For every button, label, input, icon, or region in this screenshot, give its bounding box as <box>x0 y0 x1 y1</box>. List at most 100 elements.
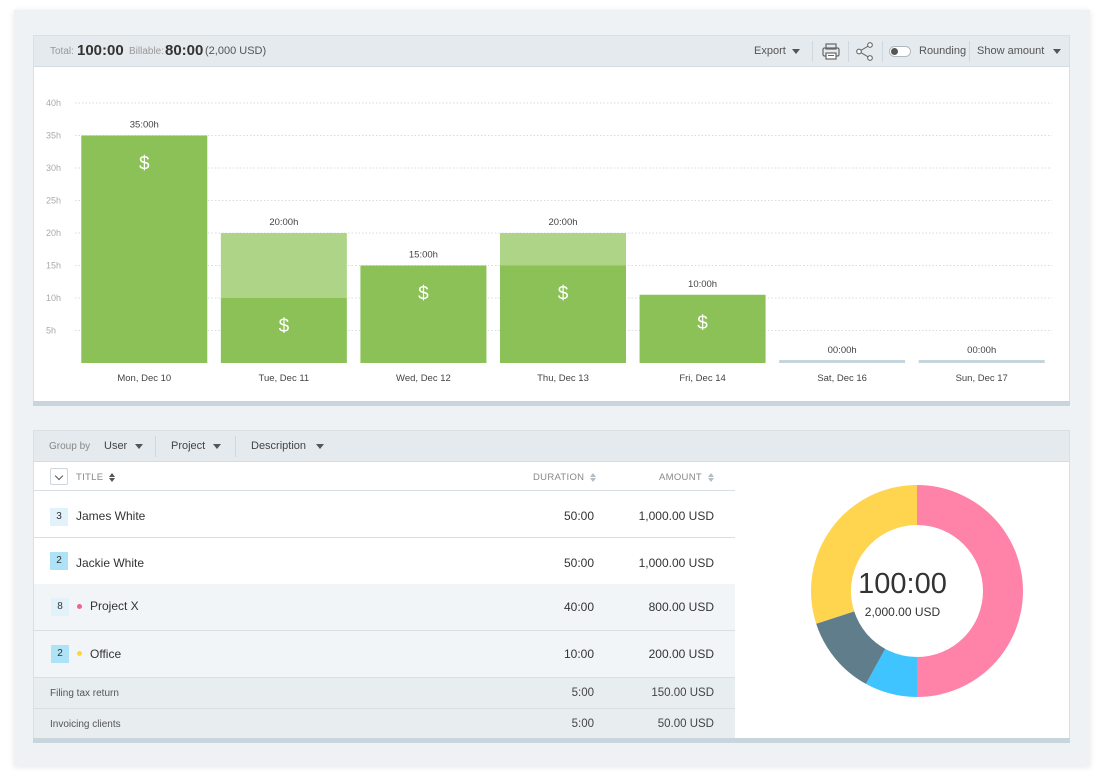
bar-segment <box>500 265 626 363</box>
divider <box>882 41 883 62</box>
project-color-dot <box>77 604 82 609</box>
table-row[interactable]: 2 Jackie White 50:00 1,000.00 USD <box>34 538 735 585</box>
billable-amount: (2,000 USD) <box>205 45 267 57</box>
donut-amount: 2,000.00 USD <box>864 605 941 619</box>
row-amount: 1,000.00 USD <box>638 556 714 570</box>
divider <box>812 41 813 62</box>
project-color-dot <box>77 651 82 656</box>
panel-shadow <box>33 401 1070 406</box>
bar-segment <box>220 233 347 298</box>
bar-value-label: 35:00h <box>130 120 159 131</box>
row-duration: 50:00 <box>563 509 594 523</box>
rounding-label: Rounding <box>919 45 967 57</box>
row-duration: 5:00 <box>571 687 594 699</box>
y-tick-label: 10h <box>46 293 61 303</box>
y-tick-label: 20h <box>46 228 61 238</box>
row-title: James White <box>76 509 146 523</box>
billable-value: 80:00 <box>165 42 204 59</box>
row-title: Project X <box>90 599 139 613</box>
donut-chart: 100:00 2,000.00 USD <box>736 462 1069 740</box>
print-button[interactable] <box>821 36 841 67</box>
x-tick-label: Sun, Dec 17 <box>956 373 1008 384</box>
row-amount: 150.00 USD <box>651 687 714 699</box>
table-row[interactable]: Invoicing clients 5:00 50.00 USD <box>34 709 735 740</box>
billable-label: Billable: <box>129 46 165 57</box>
bar-value-label: 20:00h <box>548 217 577 228</box>
share-icon <box>856 42 873 61</box>
summary-toolbar: Total: 100:00 Billable: 80:00 (2,000 USD… <box>34 36 1069 67</box>
groupby-bar: Group by User Project Description <box>34 431 1069 462</box>
divider <box>235 436 236 457</box>
table-row[interactable]: 2 Office 10:00 200.00 USD <box>34 631 735 678</box>
printer-icon <box>822 43 840 60</box>
sort-icon <box>590 472 597 482</box>
entry-count-badge: 2 <box>51 645 69 663</box>
bar-segment <box>360 265 487 363</box>
row-amount: 800.00 USD <box>648 600 714 614</box>
export-label: Export <box>754 45 786 57</box>
entry-count-badge: 8 <box>51 598 69 616</box>
row-amount: 200.00 USD <box>648 647 714 661</box>
groupby-label: Group by <box>49 441 91 452</box>
y-tick-label: 35h <box>46 131 61 141</box>
row-duration: 10:00 <box>563 647 594 661</box>
row-duration: 5:00 <box>571 718 594 730</box>
row-duration: 40:00 <box>563 600 594 614</box>
bar-value-label: 00:00h <box>828 345 857 356</box>
toggle-knob <box>891 48 898 55</box>
collapse-all-button[interactable] <box>50 468 68 485</box>
rounding-toggle[interactable] <box>889 46 911 57</box>
bar-value-label: 20:00h <box>269 217 298 228</box>
y-tick-label: 15h <box>46 261 61 271</box>
divider <box>848 41 849 62</box>
title-column-header[interactable]: TITLE <box>76 472 116 483</box>
groupby-user-label: User <box>104 440 128 452</box>
divider <box>155 436 156 457</box>
amount-header-label: AMOUNT <box>659 472 702 483</box>
groupby-project-dropdown[interactable]: Project <box>171 431 222 462</box>
total-value: 100:00 <box>77 42 124 59</box>
chevron-down-icon <box>135 443 144 449</box>
sort-icon <box>707 472 715 482</box>
row-amount: 1,000.00 USD <box>638 509 714 523</box>
chevron-down-icon <box>316 443 325 449</box>
show-amount-dropdown[interactable]: Show amount <box>977 36 1062 67</box>
y-tick-label: 5h <box>46 326 56 336</box>
groupby-user-dropdown[interactable]: User <box>104 431 144 462</box>
row-title: Filing tax return <box>50 688 119 699</box>
x-tick-label: Tue, Dec 11 <box>259 373 310 384</box>
table-row[interactable]: Filing tax return 5:00 150.00 USD <box>34 678 735 709</box>
bar-segment <box>81 135 208 363</box>
donut-total: 100:00 <box>858 568 947 600</box>
table-row[interactable]: 8 Project X 40:00 800.00 USD <box>34 584 735 631</box>
share-button[interactable] <box>855 36 875 67</box>
groupby-description-dropdown[interactable]: Description <box>251 431 325 462</box>
amount-column-header[interactable]: AMOUNT <box>659 472 715 483</box>
donut-segment[interactable] <box>917 485 1023 697</box>
empty-bar <box>779 360 906 363</box>
export-button[interactable]: Export <box>754 36 800 67</box>
row-duration: 50:00 <box>563 556 594 570</box>
entry-count-badge: 2 <box>50 552 68 570</box>
chevron-down-icon <box>213 443 222 449</box>
duration-header-label: DURATION <box>533 472 585 483</box>
x-tick-label: Fri, Dec 14 <box>679 373 725 384</box>
row-amount: 50.00 USD <box>657 718 714 730</box>
donut-segment[interactable] <box>816 611 886 684</box>
table-row[interactable]: 3 James White 50:00 1,000.00 USD <box>34 491 735 538</box>
billable-dollar-icon: $ <box>418 284 429 305</box>
y-tick-label: 40h <box>46 98 61 108</box>
donut-segment[interactable] <box>811 485 917 624</box>
title-header-label: TITLE <box>76 472 104 483</box>
x-tick-label: Sat, Dec 16 <box>817 373 867 384</box>
total-label: Total: <box>50 46 74 57</box>
x-tick-label: Thu, Dec 13 <box>537 373 589 384</box>
bar-value-label: 15:00h <box>409 250 438 261</box>
row-title: Invoicing clients <box>50 719 121 730</box>
table-header: TITLE DURATION AMOUNT <box>34 462 735 491</box>
divider <box>969 41 970 62</box>
daily-hours-bar-chart: 5h 10h 15h 20h 25h 30h 35h 40h 35:00h $ Mon, Dec 1… <box>46 98 1052 384</box>
duration-column-header[interactable]: DURATION <box>533 472 597 483</box>
groupby-project-label: Project <box>171 440 206 452</box>
donut-segment[interactable] <box>865 648 917 697</box>
